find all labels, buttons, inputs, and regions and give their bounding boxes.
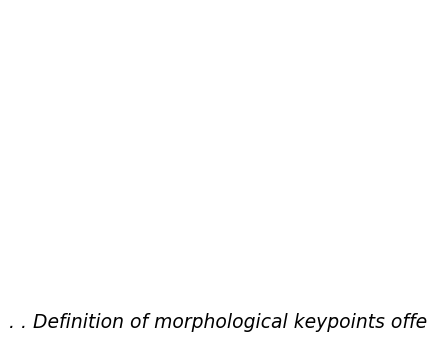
Text: . . Definition of morphological keypoints offe: . . Definition of morphological keypoint… (9, 313, 427, 332)
